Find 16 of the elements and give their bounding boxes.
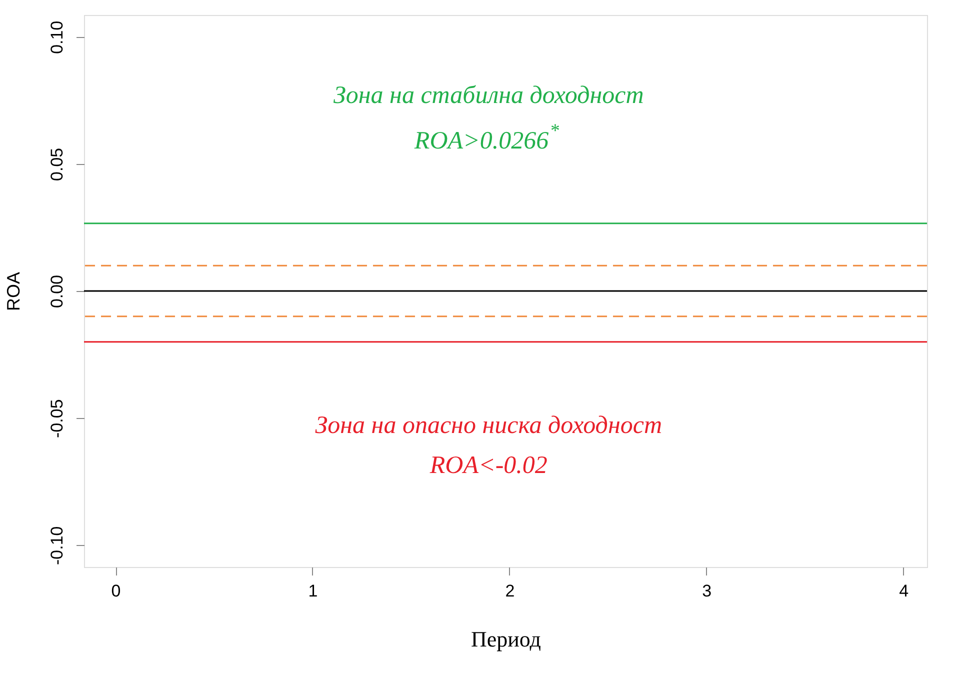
annotation: Зона на опасно ниска доходност xyxy=(315,412,662,440)
y-tick-label: 0.00 xyxy=(48,274,66,308)
x-tick-label: 1 xyxy=(308,582,318,600)
y-axis-title: ROA xyxy=(4,272,24,312)
annotation: Зона на стабилна доходност xyxy=(334,82,644,110)
x-axis-title: Период xyxy=(471,626,541,652)
x-tick-label: 3 xyxy=(702,582,712,600)
x-tick-label: 2 xyxy=(505,582,515,600)
y-tick-label: 0.05 xyxy=(48,148,66,181)
y-tick-label: -0.10 xyxy=(48,526,66,566)
x-tick-label: 4 xyxy=(899,582,909,600)
y-tick-label: 0.10 xyxy=(48,20,66,54)
annotation: ROA>0.0266* xyxy=(413,120,560,154)
annotation: ROA<-0.02 xyxy=(428,452,548,479)
x-tick-label: 0 xyxy=(111,582,121,600)
y-tick-label: -0.05 xyxy=(48,399,66,438)
